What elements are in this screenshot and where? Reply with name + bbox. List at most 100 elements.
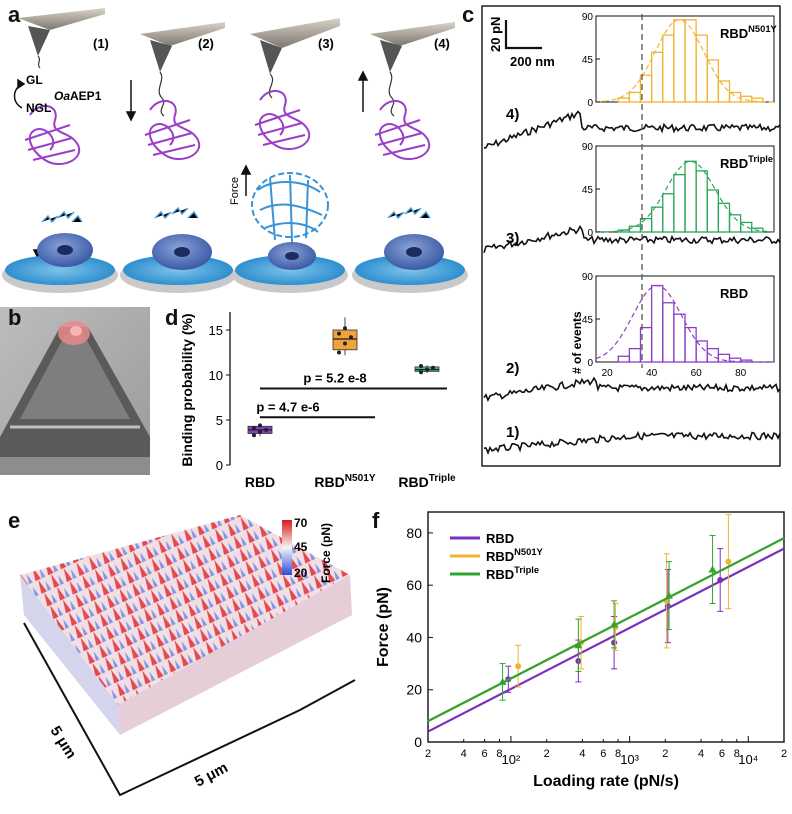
panel-d-boxplot: 0 5 10 15 Binding probability (%) RBD RBDN501Y… — [179, 312, 456, 490]
f-xlabel: Loading rate (pN/s) — [533, 773, 679, 790]
panel-label-e: e — [8, 508, 21, 533]
d-point — [258, 429, 262, 434]
hist-ytick-label: 45 — [582, 185, 594, 196]
panel-b-micrograph — [0, 307, 150, 475]
f-point — [717, 576, 724, 583]
d-point — [343, 341, 347, 346]
f-fit-line — [427, 547, 785, 733]
colorbar — [282, 520, 292, 575]
map-axes — [23, 622, 356, 797]
hist-bar — [673, 174, 686, 233]
panel-label-d: d — [165, 305, 179, 330]
hist-bar — [684, 326, 697, 363]
hist-bar — [650, 284, 664, 363]
d-point — [349, 335, 353, 340]
trace-2 — [483, 376, 781, 403]
f-point — [574, 641, 583, 649]
hist-bar — [628, 347, 642, 363]
force-label: Force — [229, 177, 241, 205]
cell-dish-1 — [2, 210, 118, 293]
hist-ytick-label: 0 — [587, 228, 593, 239]
d-point — [337, 331, 341, 336]
f-ytick-label: 0 — [414, 734, 422, 750]
d-pvalue-1: p = 4.7 e-6 — [256, 399, 319, 414]
hist-bar — [650, 51, 664, 103]
hist-bar — [673, 19, 686, 103]
d-ytick-label: 10 — [209, 368, 223, 383]
panel-c: 20 pN 200 nm 4) 3) 2) 1) 90450RBDN501Y90… — [481, 5, 781, 467]
rbd-protein-1 — [24, 105, 81, 165]
hist-bar — [717, 353, 731, 363]
hist-bar — [695, 340, 708, 363]
d-ytick-label: 15 — [209, 323, 223, 338]
d-category-label: RBDTriple — [398, 473, 456, 490]
hist-bar — [617, 355, 631, 363]
f-minor-tick-label: 4 — [579, 748, 585, 760]
cantilever-1 — [18, 8, 105, 56]
hist-bar — [628, 91, 642, 103]
histograms: 90 45 0 RBDN501Y 90 45 0 RBDTriple 90 45 0 RBD 20 40 6… — [582, 12, 778, 379]
hist-ytick-label: 90 — [582, 272, 594, 283]
f-point — [610, 620, 619, 628]
f-major-tick-label: 10² — [502, 752, 521, 767]
f-point — [665, 591, 674, 599]
map-axis-bottom: 5 μm — [192, 759, 231, 790]
trace-4 — [483, 110, 781, 149]
step-label-2: (2) — [198, 36, 214, 51]
hist-ytick-label: 90 — [582, 12, 594, 23]
step-label-3: (3) — [318, 36, 334, 51]
hist-bar — [684, 160, 697, 233]
cantilever-3 — [250, 18, 340, 74]
f-ytick-label: 80 — [406, 525, 422, 541]
rbd-protein-4 — [374, 100, 431, 160]
hist-xtick-label: 20 — [602, 368, 614, 379]
f-major-tick-label: 10³ — [620, 752, 639, 767]
trace-1 — [483, 430, 781, 455]
cantilever-4 — [370, 22, 455, 72]
colorbar-label: Force (pN) — [319, 523, 333, 583]
f-minor-tick-label: 2 — [544, 748, 550, 760]
hist-bar — [695, 170, 708, 233]
hist-ytick-label: 45 — [582, 315, 594, 326]
f-ylabel: Force (pN) — [375, 587, 392, 667]
d-point — [264, 427, 268, 432]
cell-dish-3 — [232, 242, 348, 293]
panel-e-force-map: 70 45 20 Force (pN) 5 μm 5 μm — [20, 515, 356, 797]
hist-bar — [662, 302, 675, 363]
hist-xtick-label: 40 — [646, 368, 658, 379]
force-map-surface — [20, 515, 352, 735]
f-fit-line — [427, 537, 785, 723]
colorbar-tick-mid: 45 — [294, 540, 308, 554]
scale-force: 20 pN — [488, 17, 503, 52]
hist-xtick-label: 80 — [735, 368, 747, 379]
hist-bar — [695, 34, 708, 103]
hist-ytick-label: 0 — [587, 98, 593, 109]
d-ytick-label: 0 — [216, 458, 223, 473]
f-minor-tick-label: 6 — [719, 748, 725, 760]
hist-bar — [662, 193, 675, 233]
d-point — [425, 367, 429, 372]
d-point — [419, 364, 423, 368]
cell-dish-2 — [120, 206, 236, 293]
hist-bar — [673, 313, 686, 363]
cantilever-2 — [140, 22, 225, 72]
f-legend-label: RBDTriple — [486, 565, 539, 582]
colorbar-tick-max: 70 — [294, 516, 308, 530]
step-label-4: (4) — [434, 36, 450, 51]
f-minor-tick-label: 6 — [482, 748, 488, 760]
colorbar-tick-min: 20 — [294, 566, 308, 580]
f-legend-label: RBDN501Y — [486, 547, 544, 564]
hist-bar — [751, 227, 764, 233]
gl-label: GL — [26, 73, 43, 87]
hist-fit — [595, 285, 774, 363]
enzyme-label: OaAEP1 — [54, 89, 102, 103]
f-point — [498, 677, 507, 685]
f-minor-tick-label: 2 — [781, 748, 787, 760]
d-ytick-label: 5 — [216, 413, 223, 428]
trace-label-3: 3) — [506, 230, 519, 247]
d-point — [419, 370, 423, 375]
scale-distance: 200 nm — [510, 54, 555, 69]
force-traces — [483, 110, 781, 455]
hist-bar — [717, 202, 731, 233]
hist-ytick-label: 45 — [582, 55, 594, 66]
